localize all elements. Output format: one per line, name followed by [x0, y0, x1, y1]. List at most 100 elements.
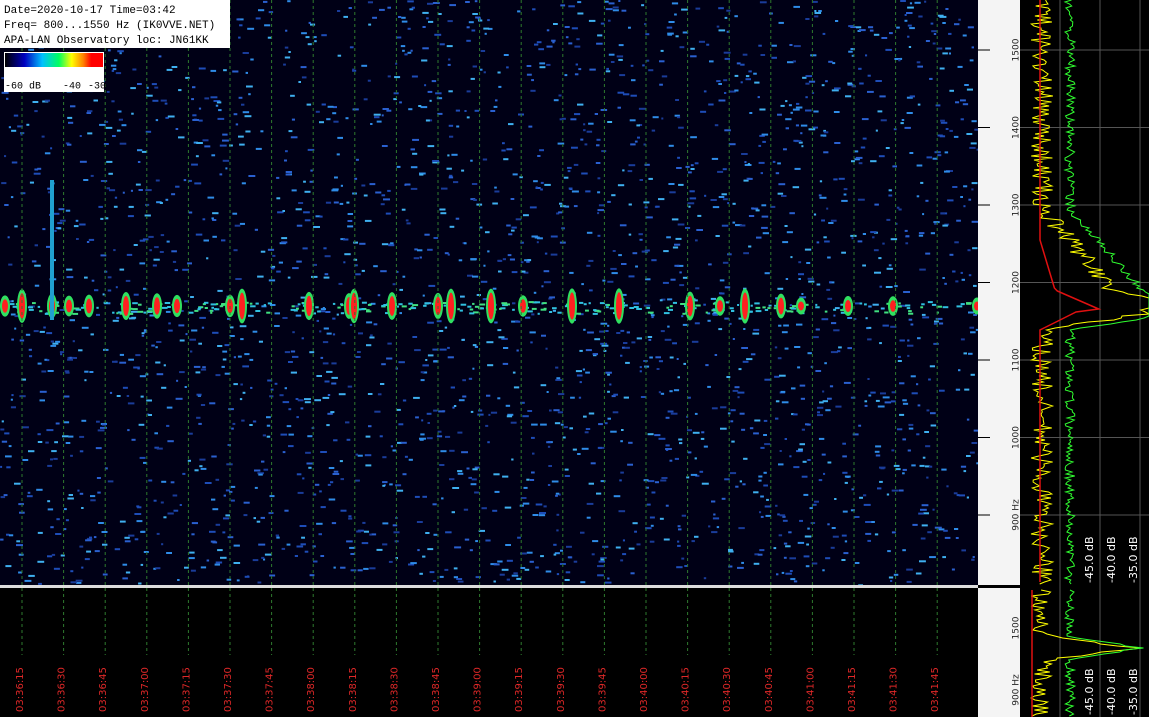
noise-speck: [782, 519, 788, 522]
noise-speck: [915, 572, 922, 575]
noise-speck: [526, 73, 532, 76]
noise-speck: [511, 574, 519, 577]
noise-speck: [664, 338, 672, 341]
signal-trace: [315, 306, 319, 309]
noise-speck: [711, 531, 718, 534]
noise-speck: [212, 331, 219, 334]
noise-speck: [515, 320, 521, 323]
noise-speck: [469, 549, 473, 552]
noise-speck: [472, 65, 477, 68]
freq-label: 900 Hz: [1012, 674, 1022, 706]
signal-trace: [927, 301, 933, 304]
signal-trace: [410, 307, 417, 310]
spectrum-trace: [1030, 589, 1142, 717]
noise-speck: [817, 414, 823, 417]
noise-speck: [557, 142, 565, 145]
noise-speck: [896, 26, 900, 29]
signal-trace: [291, 305, 295, 308]
noise-speck: [822, 390, 825, 393]
noise-speck: [506, 578, 510, 581]
noise-speck: [474, 0, 478, 3]
noise-speck: [724, 16, 728, 19]
signal-trace: [815, 303, 818, 306]
signal-trace: [532, 301, 537, 304]
noise-speck: [543, 270, 550, 273]
noise-speck: [299, 525, 307, 527]
noise-speck: [834, 498, 837, 500]
noise-speck: [106, 187, 110, 190]
spectrum-traces: [978, 0, 1149, 717]
noise-speck: [749, 427, 754, 430]
signal-trace: [12, 305, 19, 308]
noise-speck: [605, 330, 609, 332]
noise-speck: [968, 311, 974, 314]
noise-speck: [298, 81, 301, 83]
noise-speck: [925, 445, 931, 448]
noise-speck: [264, 24, 271, 27]
noise-speck: [166, 68, 173, 71]
noise-speck: [765, 514, 772, 517]
noise-speck: [167, 440, 174, 443]
noise-speck: [870, 391, 876, 394]
noise-speck: [793, 5, 800, 8]
noise-speck: [198, 107, 202, 110]
noise-speck: [789, 304, 793, 307]
noise-speck: [906, 12, 913, 14]
noise-speck: [327, 105, 334, 108]
noise-speck: [801, 293, 804, 295]
noise-speck: [457, 470, 463, 473]
noise-speck: [420, 371, 425, 374]
noise-speck: [301, 76, 307, 79]
noise-speck: [424, 233, 430, 236]
noise-speck: [667, 33, 672, 36]
noise-speck: [363, 194, 368, 197]
noise-speck: [602, 279, 606, 282]
noise-speck: [271, 267, 275, 270]
noise-speck: [813, 110, 819, 113]
noise-speck: [909, 152, 914, 154]
signal-trace: [39, 310, 43, 313]
signal-trace: [332, 302, 336, 305]
noise-speck: [319, 490, 322, 493]
noise-speck: [238, 36, 241, 39]
noise-speck: [128, 534, 135, 537]
noise-speck: [0, 465, 3, 468]
noise-speck: [532, 514, 539, 516]
noise-speck: [10, 406, 16, 409]
noise-speck: [963, 185, 968, 188]
noise-speck: [644, 249, 650, 252]
noise-speck: [621, 429, 624, 431]
noise-speck: [704, 194, 707, 197]
noise-speck: [340, 478, 344, 481]
noise-speck: [742, 360, 749, 363]
noise-speck: [190, 350, 193, 353]
noise-speck: [932, 157, 938, 160]
noise-speck: [490, 563, 497, 566]
time-label: 03:41:00: [805, 667, 816, 712]
noise-speck: [161, 386, 167, 389]
noise-speck: [597, 209, 604, 212]
signal-trace: [646, 306, 650, 309]
noise-speck: [203, 239, 209, 242]
noise-speck: [455, 109, 460, 112]
noise-speck: [418, 105, 422, 107]
noise-speck: [139, 262, 146, 265]
signal-trace: [557, 311, 562, 314]
signal-trace: [647, 311, 654, 314]
noise-speck: [306, 103, 312, 106]
noise-speck: [841, 199, 848, 202]
noise-speck: [254, 486, 258, 489]
noise-speck: [321, 34, 327, 37]
noise-speck: [369, 533, 372, 536]
noise-speck: [456, 125, 460, 128]
noise-speck: [728, 550, 734, 553]
noise-speck: [885, 147, 890, 149]
noise-speck: [189, 338, 196, 341]
noise-speck: [357, 351, 361, 353]
noise-speck: [729, 472, 737, 475]
noise-speck: [426, 412, 432, 415]
noise-speck: [850, 396, 856, 399]
noise-speck: [295, 314, 302, 317]
noise-speck: [872, 236, 875, 239]
noise-speck: [59, 309, 65, 311]
